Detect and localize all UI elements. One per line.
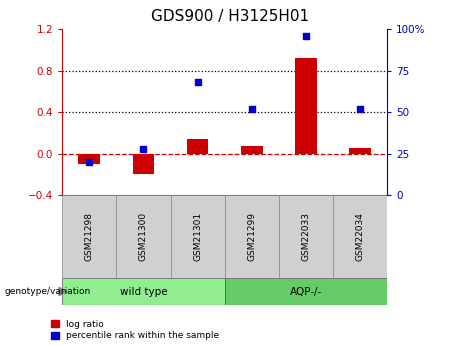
Point xyxy=(86,159,93,165)
Point xyxy=(248,106,255,111)
Bar xyxy=(241,146,263,154)
Point xyxy=(194,80,201,85)
Bar xyxy=(187,139,208,154)
Text: GSM21299: GSM21299 xyxy=(247,212,256,261)
Bar xyxy=(62,278,225,305)
Bar xyxy=(225,195,279,278)
Text: GSM22034: GSM22034 xyxy=(355,212,365,261)
Bar xyxy=(225,278,387,305)
Bar xyxy=(133,154,154,174)
Text: GSM21300: GSM21300 xyxy=(139,212,148,261)
Bar xyxy=(78,154,100,164)
Point xyxy=(140,146,147,151)
Bar xyxy=(279,195,333,278)
Text: AQP-/-: AQP-/- xyxy=(290,287,322,296)
Point xyxy=(356,106,364,111)
Text: GSM21301: GSM21301 xyxy=(193,212,202,261)
Text: GDS900 / H3125H01: GDS900 / H3125H01 xyxy=(151,9,310,23)
Legend: log ratio, percentile rank within the sample: log ratio, percentile rank within the sa… xyxy=(51,320,219,341)
Bar xyxy=(62,195,116,278)
Bar xyxy=(349,148,371,154)
Text: genotype/variation: genotype/variation xyxy=(5,287,91,296)
Bar xyxy=(116,195,171,278)
Text: GSM22033: GSM22033 xyxy=(301,212,311,261)
Bar xyxy=(295,58,317,154)
Point xyxy=(302,33,310,39)
Text: wild type: wild type xyxy=(120,287,167,296)
Bar xyxy=(333,195,387,278)
Text: GSM21298: GSM21298 xyxy=(85,212,94,261)
Bar xyxy=(171,195,225,278)
